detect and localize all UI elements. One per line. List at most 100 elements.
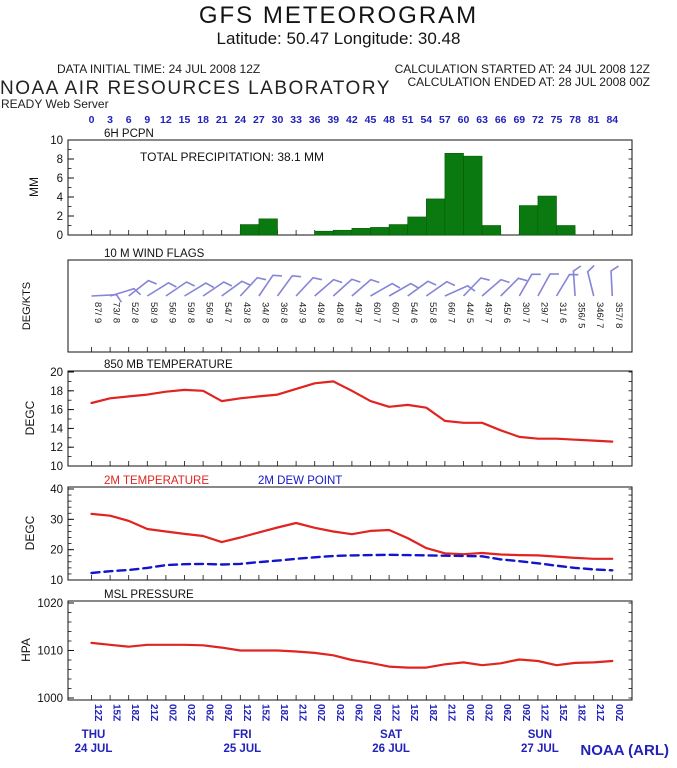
svg-text:21Z: 21Z: [594, 704, 605, 721]
svg-text:12: 12: [50, 442, 63, 454]
mslp-unit-label: HPA: [19, 638, 33, 662]
svg-text:39: 39: [327, 114, 339, 126]
svg-text:15Z: 15Z: [259, 704, 270, 721]
svg-text:29/ 7: 29/ 7: [538, 302, 549, 323]
svg-text:03Z: 03Z: [483, 704, 494, 721]
msl-pressure-line: [90, 641, 614, 669]
svg-text:45/ 6: 45/ 6: [501, 302, 512, 323]
svg-text:0: 0: [57, 230, 63, 242]
svg-text:18: 18: [197, 114, 209, 126]
svg-text:6: 6: [57, 173, 63, 185]
svg-text:43/ 9: 43/ 9: [297, 302, 308, 323]
svg-text:18Z: 18Z: [576, 704, 587, 721]
page-subtitle: Latitude: 50.47 Longitude: 30.48: [216, 29, 461, 48]
day-labels: THU 24 JUL FRI 25 JUL SAT 26 JUL SUN 27 JUL: [75, 729, 559, 755]
calc-ended-at: CALCULATION ENDED AT: 28 JUL 2008 00Z: [407, 75, 650, 89]
t850-panel-title: 850 MB TEMPERATURE: [104, 359, 233, 371]
svg-text:42: 42: [346, 114, 358, 126]
t2m-temperature-legend: 2M TEMPERATURE: [104, 475, 209, 487]
svg-text:45: 45: [365, 114, 377, 126]
svg-text:30/ 7: 30/ 7: [520, 302, 531, 323]
svg-text:06Z: 06Z: [204, 704, 215, 721]
svg-text:15Z: 15Z: [111, 704, 122, 721]
bottom-time-axis: 12Z 15Z 18Z 21Z 00Z 03Z 06Z 09Z 12Z 15Z 18Z 21Z 00Z 0…: [92, 704, 624, 721]
svg-text:63: 63: [476, 114, 488, 126]
wind-panel-title: 10 M WIND FLAGS: [104, 248, 205, 260]
svg-text:21: 21: [216, 114, 228, 126]
svg-text:09Z: 09Z: [222, 704, 233, 721]
t850-unit-label: DEGC: [23, 400, 37, 435]
t2m-dew-point-legend: 2M DEW POINT: [258, 475, 342, 487]
t850-temperature-line: [90, 380, 614, 443]
svg-text:49/ 7: 49/ 7: [483, 302, 494, 323]
svg-text:40: 40: [50, 484, 63, 496]
svg-text:24: 24: [234, 114, 246, 126]
svg-text:60/ 7: 60/ 7: [390, 302, 401, 323]
svg-text:51: 51: [402, 114, 414, 126]
svg-text:9: 9: [144, 114, 150, 126]
svg-text:10: 10: [50, 461, 63, 473]
precip-bars: [240, 153, 576, 236]
svg-text:49/ 7: 49/ 7: [352, 302, 363, 323]
wind-barbs: [91, 264, 619, 303]
precip-panel-title: 6H PCPN: [104, 128, 154, 140]
svg-text:3: 3: [107, 114, 113, 126]
wind-unit-label: DEG/KTS: [21, 282, 33, 330]
svg-text:73/ 8: 73/ 8: [111, 302, 122, 323]
svg-text:16: 16: [50, 405, 63, 417]
svg-text:8: 8: [57, 154, 63, 166]
svg-text:03Z: 03Z: [185, 704, 196, 721]
svg-text:60/ 7: 60/ 7: [371, 302, 382, 323]
wind-dir-speed-labels: 87/ 9 73/ 8 52/ 8 58/ 9 56/ 9 59/ 8 56/ 9 54/ 7…: [92, 302, 624, 328]
svg-text:06Z: 06Z: [501, 704, 512, 721]
svg-text:27: 27: [253, 114, 265, 126]
svg-text:1000: 1000: [37, 693, 63, 705]
svg-text:THU: THU: [82, 729, 106, 741]
data-initial-time: DATA INITIAL TIME: 24 JUL 2008 12Z: [57, 62, 261, 76]
svg-text:75: 75: [551, 114, 563, 126]
svg-text:30: 30: [50, 514, 63, 526]
svg-text:21Z: 21Z: [148, 704, 159, 721]
svg-text:58/ 9: 58/ 9: [148, 302, 159, 323]
svg-text:00Z: 00Z: [166, 704, 177, 721]
svg-text:12Z: 12Z: [92, 704, 103, 721]
precip-unit-label: MM: [27, 177, 41, 197]
svg-text:36/ 8: 36/ 8: [278, 302, 289, 323]
svg-text:52/ 8: 52/ 8: [129, 302, 140, 323]
svg-text:36: 36: [309, 114, 321, 126]
t2m-dew-point-line: [90, 553, 614, 575]
svg-text:SUN: SUN: [528, 729, 552, 741]
svg-text:SAT: SAT: [380, 729, 402, 741]
svg-text:49/ 8: 49/ 8: [315, 302, 326, 323]
svg-text:57: 57: [439, 114, 451, 126]
svg-text:00Z: 00Z: [613, 704, 624, 721]
svg-text:14: 14: [50, 423, 63, 435]
svg-text:84: 84: [606, 114, 618, 126]
svg-text:81: 81: [588, 114, 600, 126]
t2m-unit-label: DEGC: [23, 515, 37, 550]
svg-text:18Z: 18Z: [427, 704, 438, 721]
svg-text:26 JUL: 26 JUL: [372, 743, 410, 755]
svg-text:06Z: 06Z: [352, 704, 363, 721]
ready-web-server-label: READY Web Server: [1, 97, 109, 111]
svg-text:15: 15: [179, 114, 191, 126]
svg-text:72: 72: [532, 114, 544, 126]
svg-text:1020: 1020: [37, 598, 63, 610]
noaa-arl-credit: NOAA (ARL): [580, 742, 669, 759]
svg-text:00Z: 00Z: [464, 704, 475, 721]
svg-text:21Z: 21Z: [297, 704, 308, 721]
svg-text:03Z: 03Z: [334, 704, 345, 721]
svg-text:18Z: 18Z: [129, 704, 140, 721]
svg-text:66: 66: [495, 114, 507, 126]
svg-text:56/ 9: 56/ 9: [204, 302, 215, 323]
svg-text:20: 20: [50, 545, 63, 557]
svg-text:30: 30: [272, 114, 284, 126]
svg-text:43/ 8: 43/ 8: [241, 302, 252, 323]
svg-text:4: 4: [57, 192, 64, 204]
svg-text:54/ 6: 54/ 6: [408, 302, 419, 323]
svg-text:12Z: 12Z: [241, 704, 252, 721]
svg-text:00Z: 00Z: [315, 704, 326, 721]
svg-text:12: 12: [160, 114, 172, 126]
